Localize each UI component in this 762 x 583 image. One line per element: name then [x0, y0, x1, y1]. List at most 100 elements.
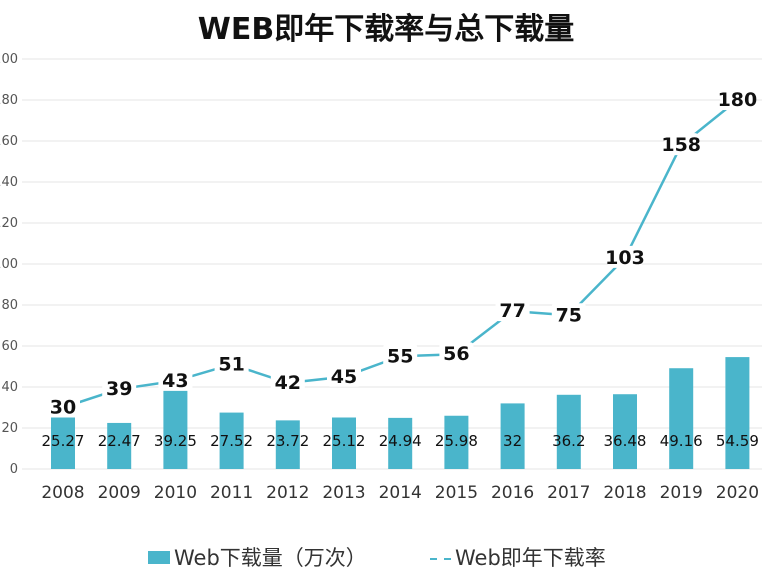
legend: Web下载量（万次） Web即年下载率 — [148, 546, 606, 570]
bar — [163, 388, 188, 469]
line-label-bg — [664, 133, 699, 156]
line-point: 42 — [270, 370, 305, 394]
bar — [500, 403, 525, 469]
line-label-bg — [158, 368, 193, 391]
x-tick-label: 2013 — [322, 483, 365, 503]
line-point: 158 — [661, 133, 701, 156]
line-value-label: 51 — [218, 353, 244, 375]
line-value-label: 42 — [275, 372, 301, 394]
line-value-label: 45 — [331, 366, 357, 388]
line-label-bg — [270, 370, 305, 393]
legend-bar-swatch — [148, 551, 170, 564]
line-label-bg — [439, 342, 474, 365]
x-axis-ticks: 2008 2009 2010 2011 2012 2013 2014 2015 2016 2017… — [41, 483, 759, 503]
grid — [22, 58, 762, 470]
line-value-label: 75 — [556, 304, 582, 326]
bar-labels: 25.27 22.47 39.25 27.52 23.72 25.12 24.94 25.98… — [42, 432, 759, 450]
line-value-label: 180 — [718, 89, 758, 111]
line-point: 56 — [439, 342, 474, 365]
x-tick-label: 2010 — [154, 483, 197, 503]
y-tick-label: 40 — [1, 380, 18, 395]
x-tick-label: 2017 — [547, 483, 590, 503]
line-value-label: 43 — [162, 370, 188, 392]
x-tick-label: 2012 — [266, 483, 309, 503]
line-label-bg — [383, 344, 418, 367]
line-point: 30 — [46, 395, 80, 419]
bar-value-label: 23.72 — [266, 432, 309, 450]
y-tick-label: 200 — [0, 52, 18, 67]
bar — [51, 417, 75, 469]
y-axis-ticks: 0 20 40 60 80 100 120 140 160 180 200 — [0, 52, 18, 477]
line-point: 180 — [718, 88, 758, 111]
bar-value-label: 32 — [503, 432, 522, 450]
line-value-label: 30 — [50, 397, 76, 419]
line-point: 77 — [495, 299, 530, 322]
line-value-label: 103 — [605, 247, 645, 269]
bar — [275, 420, 300, 469]
x-tick-label: 2019 — [660, 483, 703, 503]
bar — [669, 368, 694, 469]
line-label-bg — [551, 303, 586, 326]
line-label-bg — [608, 245, 642, 268]
legend-bar-label: Web下载量（万次） — [174, 546, 367, 570]
x-tick-label: 2015 — [435, 483, 478, 503]
chart-title: WEB即年下载率与总下载量 — [198, 12, 574, 47]
legend-line-label: Web即年下载率 — [455, 546, 606, 570]
bar-value-label: 54.59 — [716, 432, 759, 450]
x-tick-label: 2020 — [716, 483, 759, 503]
bar — [444, 415, 469, 469]
line-value-label: 77 — [499, 300, 525, 322]
bar-value-label: 25.27 — [42, 432, 85, 450]
line-point: 75 — [551, 303, 586, 326]
line-value-label: 55 — [387, 345, 413, 367]
y-tick-label: 0 — [10, 462, 18, 477]
line-label-bg — [102, 377, 137, 400]
line-point: 39 — [102, 377, 137, 400]
y-tick-label: 120 — [0, 216, 18, 231]
line-label-bg — [327, 364, 361, 387]
line-label-bg — [495, 299, 530, 322]
bar — [107, 422, 132, 469]
y-tick-label: 100 — [0, 257, 18, 272]
line-point: 51 — [214, 352, 249, 375]
bar — [332, 417, 356, 469]
y-tick-label: 80 — [1, 298, 18, 313]
bar — [219, 412, 244, 469]
x-tick-label: 2009 — [98, 483, 141, 503]
bar-value-label: 27.52 — [210, 432, 253, 450]
y-tick-label: 140 — [0, 175, 18, 190]
bar — [556, 394, 581, 469]
line-point: 103 — [605, 245, 645, 269]
bar-value-label: 49.16 — [660, 432, 703, 450]
x-tick-label: 2008 — [41, 483, 84, 503]
line-value-label: 158 — [661, 134, 701, 156]
line-point: 43 — [158, 368, 193, 392]
line-point: 55 — [383, 344, 418, 367]
line-label-bg — [46, 395, 80, 418]
y-tick-label: 180 — [0, 93, 18, 108]
line-labels: 30 39 43 51 42 45 55 56 77 75 103 158 180 — [46, 88, 757, 419]
x-tick-label: 2014 — [379, 483, 422, 503]
bar-value-label: 24.94 — [379, 432, 422, 450]
y-tick-label: 160 — [0, 134, 18, 149]
bar-value-label: 25.98 — [435, 432, 478, 450]
line-point: 45 — [327, 364, 361, 388]
line-label-bg — [214, 352, 249, 375]
bar — [388, 417, 413, 469]
bar — [613, 394, 637, 469]
bar-series — [51, 357, 750, 469]
y-tick-label: 60 — [1, 339, 18, 354]
bar — [725, 357, 750, 469]
x-tick-label: 2018 — [603, 483, 646, 503]
bar-value-label: 25.12 — [323, 432, 366, 450]
line-label-bg — [720, 88, 755, 110]
line-value-label: 39 — [106, 378, 132, 400]
x-tick-label: 2016 — [491, 483, 534, 503]
bar-value-label: 36.2 — [552, 432, 585, 450]
bar-value-label: 36.48 — [604, 432, 647, 450]
line-value-label: 56 — [443, 343, 469, 365]
bar-value-label: 22.47 — [98, 432, 141, 450]
y-tick-label: 20 — [1, 421, 18, 436]
x-tick-label: 2011 — [210, 483, 253, 503]
